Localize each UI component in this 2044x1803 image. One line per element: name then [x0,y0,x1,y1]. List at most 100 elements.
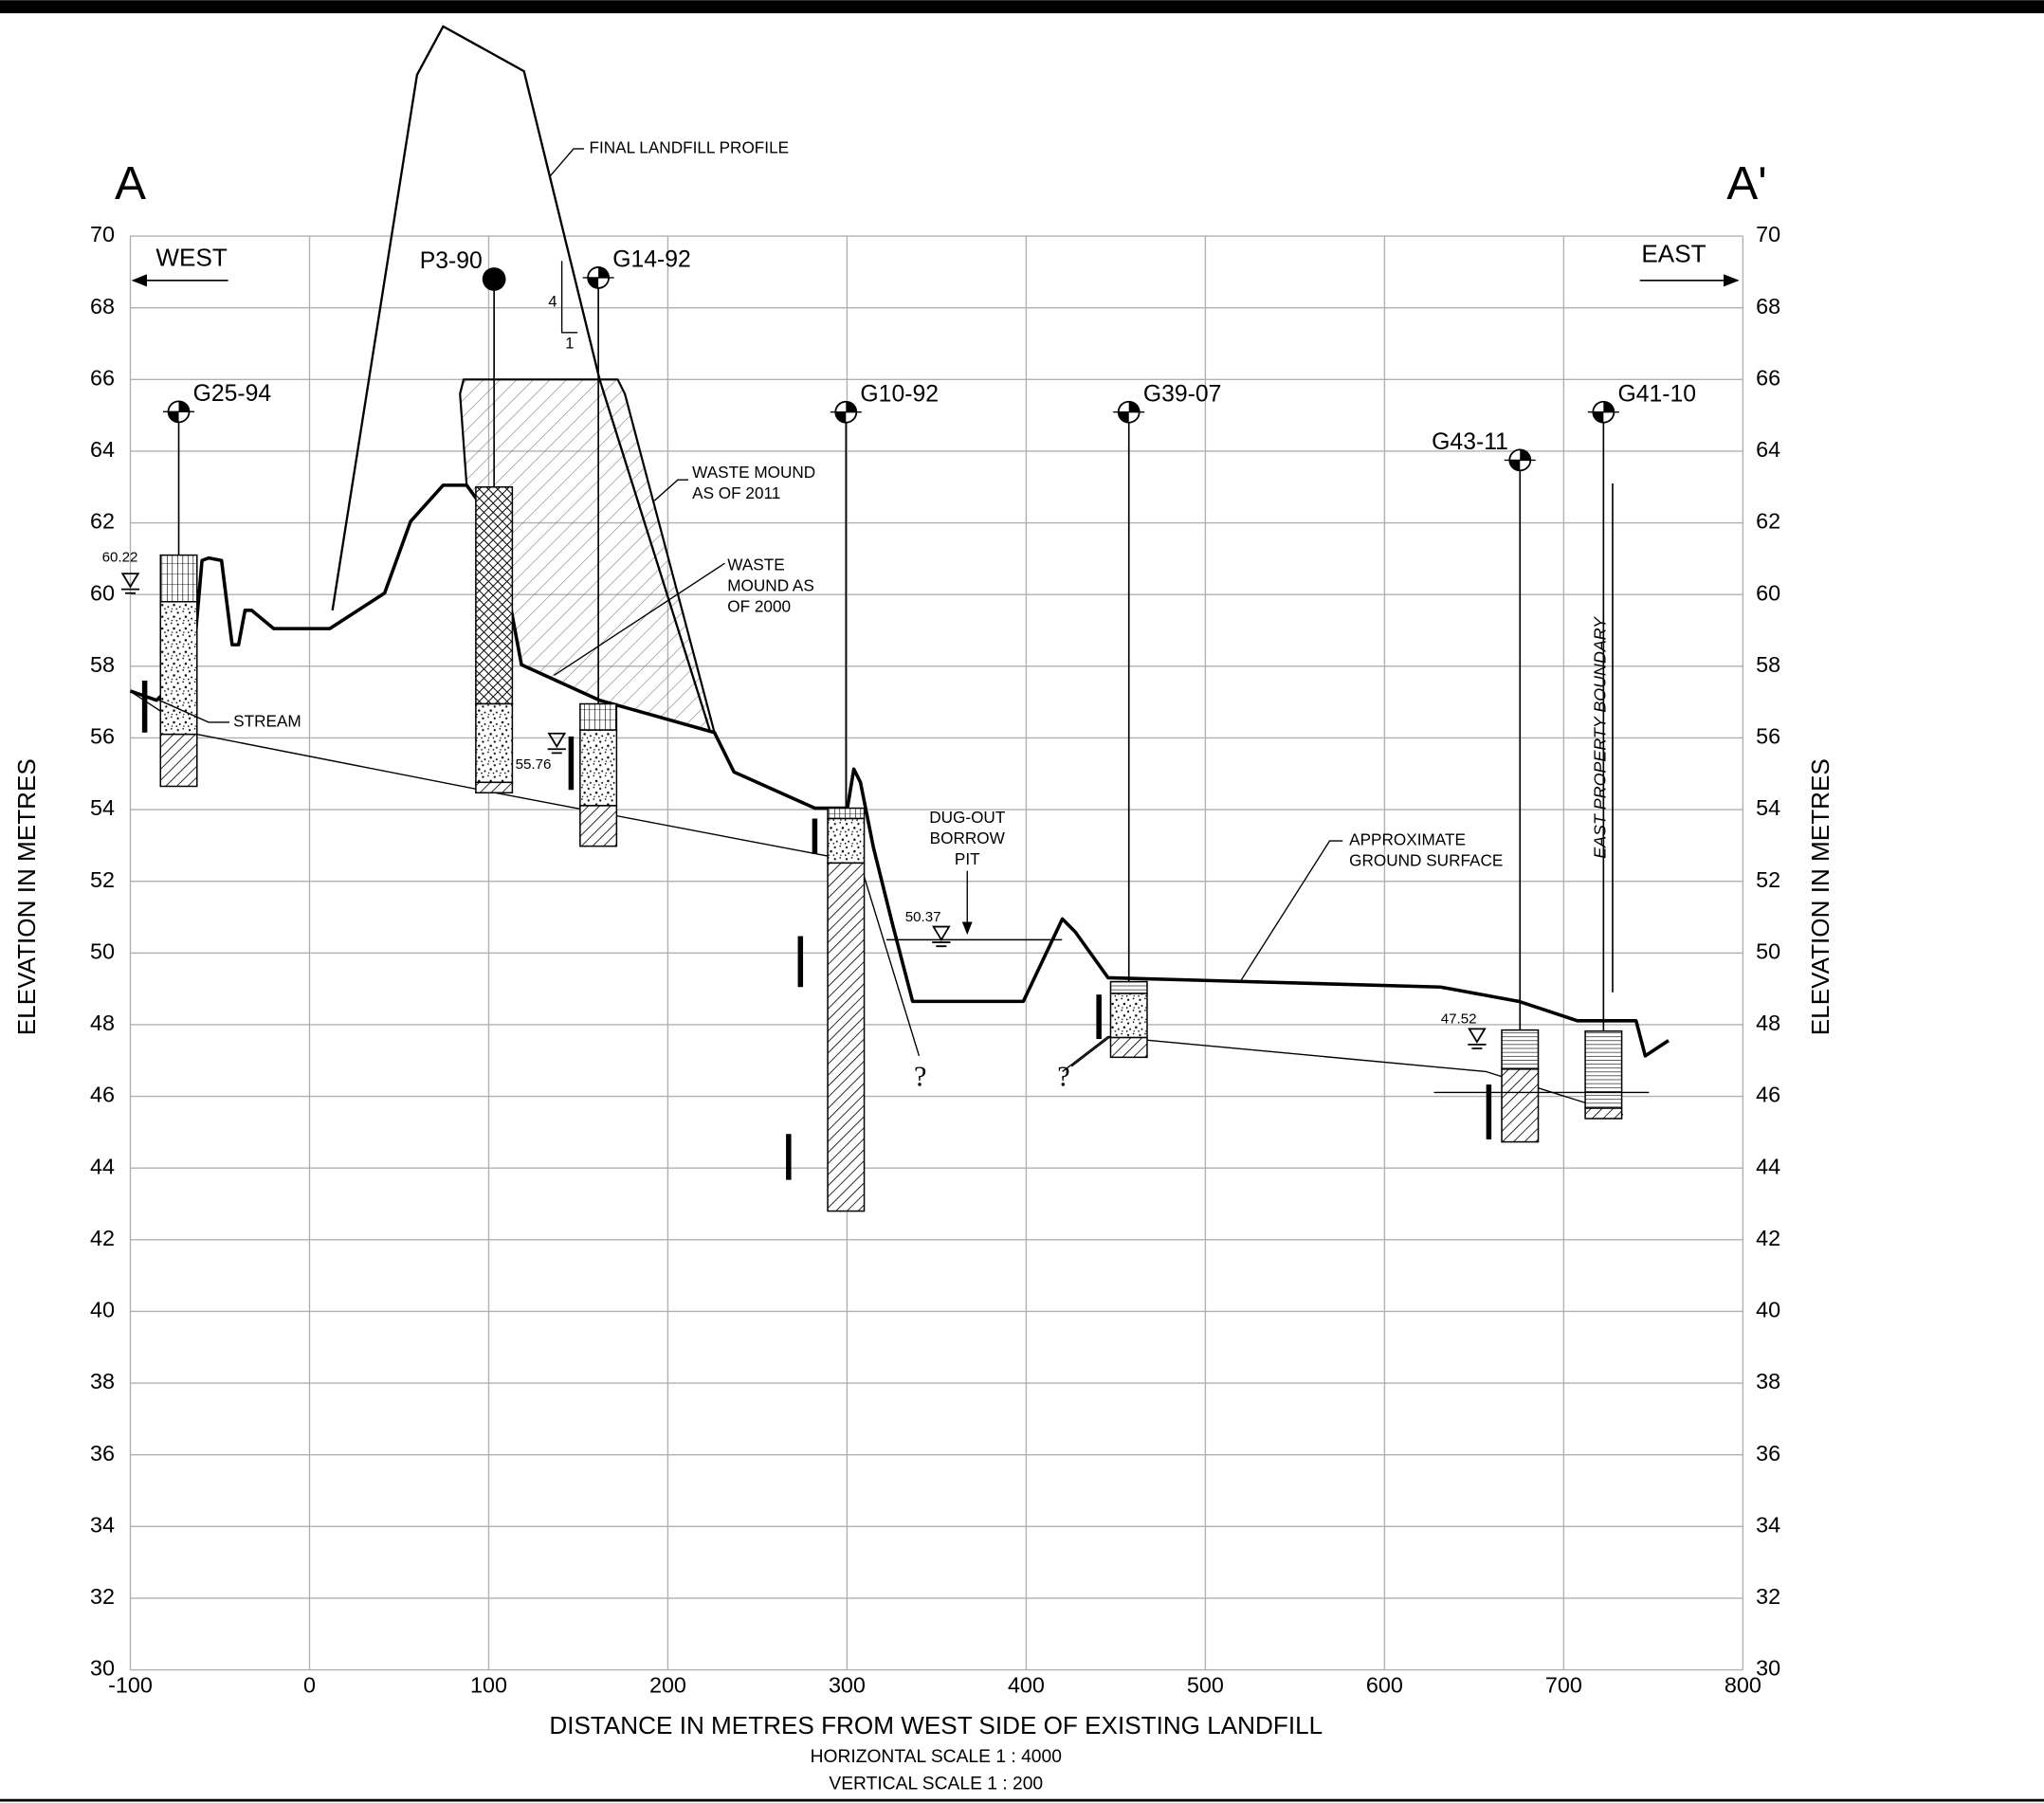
profile-line [131,485,1669,1056]
y-tick-label: 66 [1756,365,1780,390]
borehole-layer [476,487,513,704]
y-tick-label: 62 [1756,509,1780,534]
x-tick-label: 500 [1187,1673,1224,1698]
annotation: PIT [955,849,980,868]
slope-symbol [562,261,578,333]
borehole-layer [1110,1038,1147,1058]
y-tick-label: 54 [90,795,115,820]
boundary-label: EAST PROPERTY BOUNDARY [1590,616,1609,859]
borehole-layer [580,730,617,806]
y-tick-label: 70 [90,222,115,246]
scale-note: HORIZONTAL SCALE 1 : 4000 [811,1747,1062,1767]
borehole-layer [1110,993,1147,1038]
borehole-layer [476,704,513,783]
borehole-label: P3-90 [420,248,483,274]
well-screen [798,937,804,988]
scale-note: VERTICAL SCALE 1 : 200 [829,1775,1043,1794]
y-axis-title: ELEVATION IN METRES [12,758,41,1035]
annotation: BORROW [930,829,1006,847]
borehole-layer [160,555,197,602]
water-level-label: 55.76 [516,756,552,773]
annotation: AS OF 2011 [692,483,780,502]
y-tick-label: 60 [1756,580,1780,605]
borehole-layer [1502,1030,1539,1069]
y-tick-label: 66 [90,365,115,390]
water-level-symbol [932,927,950,947]
x-tick-label: 600 [1366,1673,1403,1698]
leader [654,480,688,501]
leader [550,149,584,176]
y-tick-label: 52 [1756,867,1780,892]
water-level-label: 50.37 [905,909,941,925]
borehole-layer [476,782,513,792]
borehole-layer [1502,1069,1539,1142]
x-tick-label: 0 [303,1673,316,1698]
y-tick-label: 44 [1756,1154,1780,1178]
y-tick-label: 34 [90,1512,115,1537]
y-tick-label: 34 [1756,1512,1780,1537]
x-axis-title: DISTANCE IN METRES FROM WEST SIDE OF EXI… [549,1711,1323,1739]
well-screen [142,681,148,733]
well-screen [569,737,575,790]
well-marker [830,402,862,423]
y-tick-label: 56 [90,724,115,749]
water-level-label: 60.22 [102,550,138,566]
piezometer-marker [483,267,506,291]
y-tick-label: 32 [90,1584,115,1609]
x-tick-label: -100 [108,1673,153,1698]
annotation: DUG-OUT [929,808,1006,827]
borehole-label: G10-92 [860,381,939,407]
well-marker [1505,449,1536,470]
x-tick-label: 800 [1725,1673,1761,1698]
annotation: ? [914,1061,926,1093]
water-level-symbol [1468,1029,1486,1048]
chart: A A' WEST EAST DISTANCE IN METRES FROM W… [0,0,2044,1803]
borehole-label: G43-11 [1432,429,1508,455]
borehole-layer [160,735,197,787]
annotation: MOUND AS [727,575,814,594]
borehole-layer [1585,1108,1622,1119]
y-tick-label: 32 [1756,1584,1780,1609]
section-label: A' [1726,157,1766,209]
borehole-label: G14-92 [612,247,691,273]
x-tick-label: 400 [1008,1673,1045,1698]
well-marker [163,401,194,422]
annotation: APPROXIMATE [1349,830,1466,849]
x-tick-label: 300 [829,1673,866,1698]
leader [1071,1036,1110,1066]
y-tick-label: 70 [1756,222,1780,246]
y-tick-label: 52 [90,867,115,892]
water-level-symbol [548,734,566,754]
leader [1241,841,1342,980]
slope-rise: 4 [548,294,557,311]
well-marker [583,267,614,288]
y-tick-label: 46 [90,1083,115,1107]
direction: WEST [155,244,227,272]
y-tick-label: 40 [1756,1298,1780,1322]
y-tick-label: 64 [1756,437,1780,462]
y-tick-label: 36 [1756,1441,1780,1466]
y-tick-label: 60 [90,580,115,605]
y-tick-label: 48 [1756,1011,1780,1035]
water-level-label: 47.52 [1441,1011,1477,1028]
borehole-layer [580,806,617,847]
borehole-layer [828,863,865,1211]
annotation: WASTE [727,555,784,574]
borehole-label: G41-10 [1617,381,1696,407]
y-tick-label: 54 [1756,795,1780,820]
y-tick-label: 38 [90,1369,115,1393]
well-screen [812,819,818,854]
y-tick-label: 48 [90,1011,115,1035]
well-marker [1113,402,1144,423]
y-tick-label: 42 [90,1226,115,1250]
page: {"chart_data": { "type": "line", "sectio… [0,0,2044,1803]
y-tick-label: 40 [90,1298,115,1322]
annotation: ? [1057,1061,1069,1093]
borehole-layer [1585,1031,1622,1108]
y-tick-label: 50 [1756,938,1780,963]
borehole-layer [1110,982,1147,993]
direction: EAST [1641,240,1706,268]
y-tick-label: 68 [90,294,115,319]
y-tick-label: 38 [1756,1369,1780,1393]
borehole-layer [580,704,617,731]
